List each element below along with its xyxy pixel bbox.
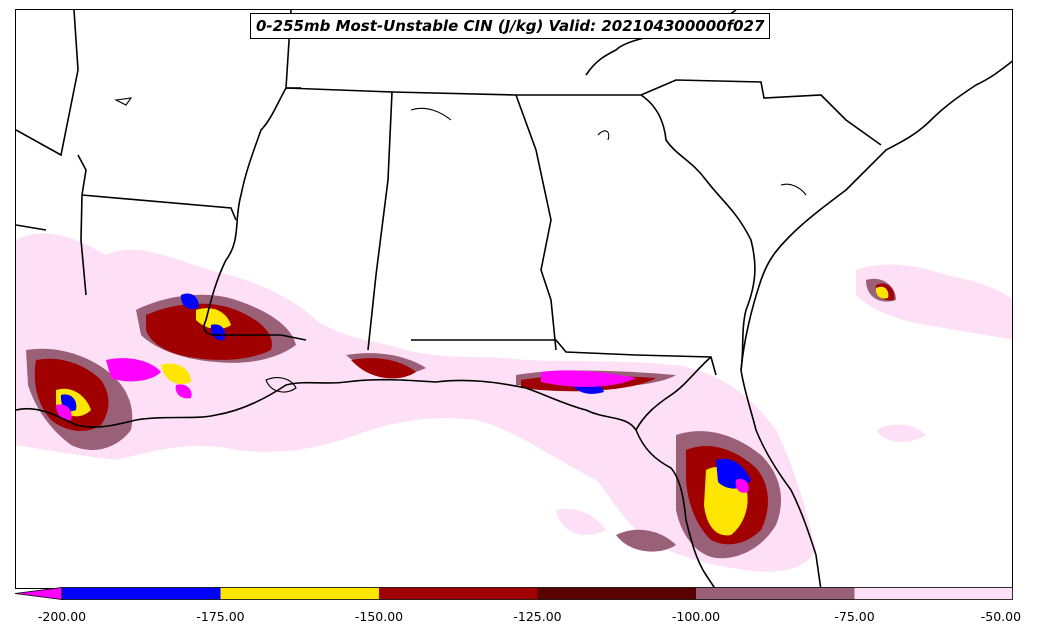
state-borders	[16, 10, 1012, 588]
colorbar-tick-label: -175.00	[196, 609, 245, 624]
colorbar	[15, 587, 1013, 600]
cin-shading-magenta	[56, 358, 749, 493]
colorbar-tick-label: -50.00	[980, 609, 1022, 624]
colorbar-tick-label: -125.00	[513, 609, 562, 624]
map-panel	[15, 9, 1013, 589]
cin-map	[16, 10, 1012, 588]
colorbar-tick-label: -100.00	[671, 609, 721, 624]
colorbar-segment	[537, 587, 696, 600]
colorbar-tick-label: -75.00	[834, 609, 875, 624]
colorbar-segment	[62, 587, 221, 600]
colorbar-outline	[61, 587, 1013, 600]
colorbar-extend-arrow	[15, 587, 63, 600]
colorbar-segment	[379, 587, 538, 600]
cin-shading-light	[16, 233, 1012, 572]
lakes	[114, 97, 807, 393]
colorbar-segment	[220, 587, 379, 600]
colorbar-tick-label: -150.00	[354, 609, 404, 624]
colorbar-segment	[854, 587, 1013, 600]
map-title: 0-255mb Most-Unstable CIN (J/kg) Valid: …	[250, 13, 771, 39]
colorbar-segment	[696, 587, 855, 600]
colorbar-tick-label: -200.00	[37, 609, 87, 624]
